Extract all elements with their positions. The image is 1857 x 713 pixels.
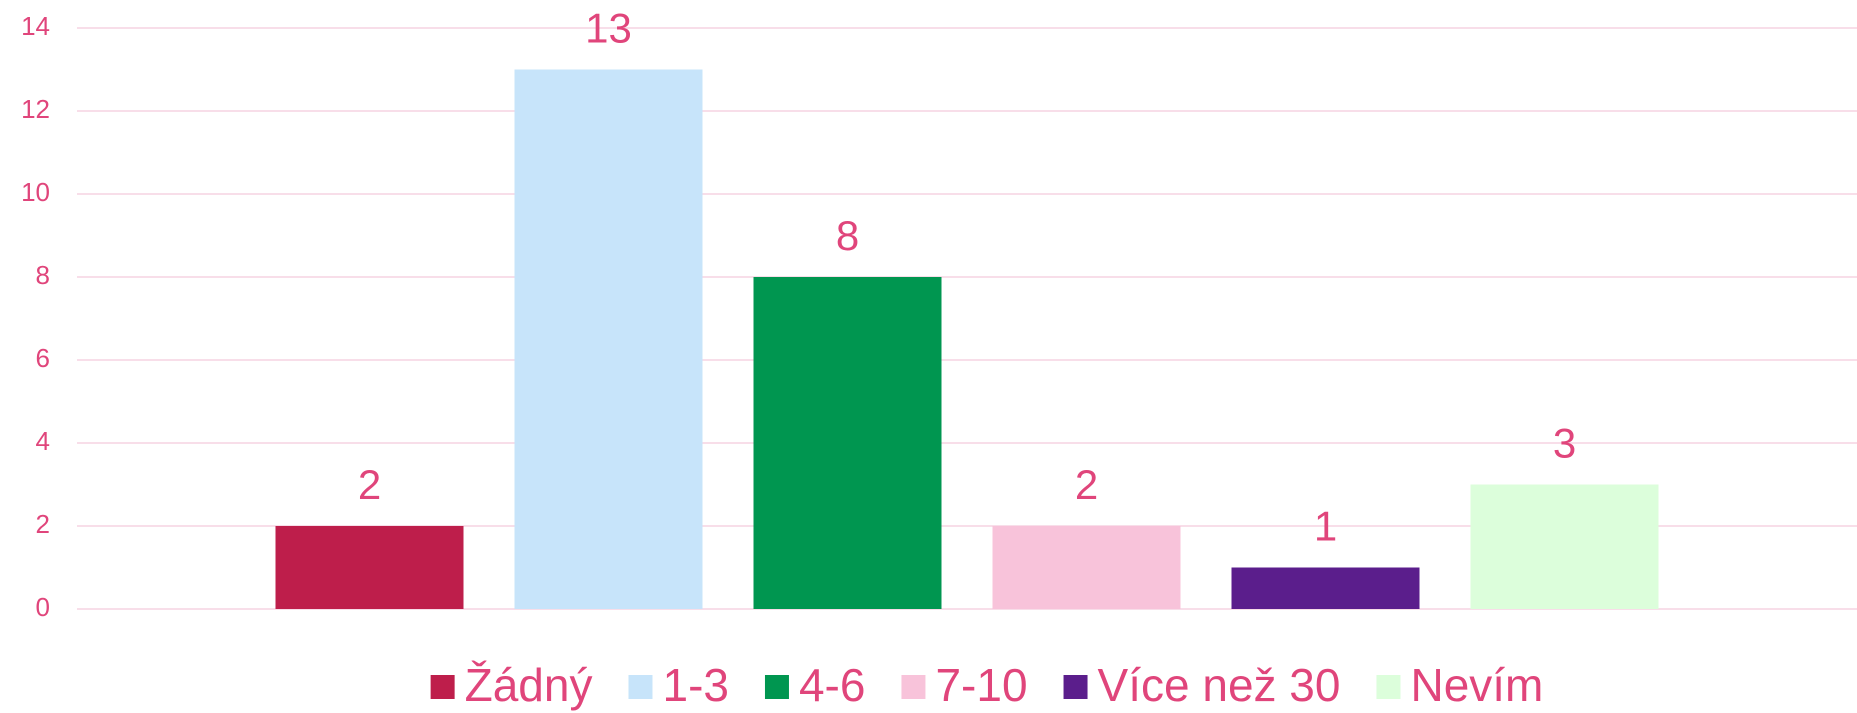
y-tick-label: 12 bbox=[21, 94, 50, 124]
bar bbox=[514, 69, 703, 609]
data-label: 2 bbox=[1075, 461, 1098, 508]
legend-swatch bbox=[901, 675, 926, 699]
data-label: 13 bbox=[585, 5, 632, 52]
bar bbox=[753, 277, 942, 609]
legend-label: Žádný bbox=[465, 659, 593, 711]
y-tick-label: 2 bbox=[36, 509, 50, 539]
legend-swatch bbox=[764, 675, 789, 699]
y-tick-label: 14 bbox=[21, 11, 50, 41]
data-label: 1 bbox=[1314, 503, 1337, 550]
data-label: 3 bbox=[1553, 420, 1576, 467]
y-tick-label: 8 bbox=[36, 260, 50, 290]
y-tick-label: 0 bbox=[36, 592, 50, 622]
legend-label: 1-3 bbox=[662, 659, 728, 711]
bar bbox=[992, 526, 1181, 609]
y-tick-label: 10 bbox=[21, 177, 50, 207]
legend-swatch bbox=[1063, 675, 1088, 699]
legend-label: Více než 30 bbox=[1098, 659, 1341, 711]
legend-swatch bbox=[430, 675, 455, 699]
bar bbox=[1470, 484, 1659, 609]
data-label: 2 bbox=[358, 461, 381, 508]
bar bbox=[1231, 567, 1420, 609]
data-label: 8 bbox=[836, 212, 859, 259]
bar bbox=[275, 526, 464, 609]
legend-label: 7-10 bbox=[935, 659, 1027, 711]
legend-swatch bbox=[1376, 675, 1401, 699]
legend-swatch bbox=[628, 675, 653, 699]
legend-label: Nevím bbox=[1410, 659, 1543, 711]
y-tick-label: 6 bbox=[36, 343, 50, 373]
y-tick-label: 4 bbox=[36, 426, 50, 456]
legend-label: 4-6 bbox=[799, 659, 865, 711]
